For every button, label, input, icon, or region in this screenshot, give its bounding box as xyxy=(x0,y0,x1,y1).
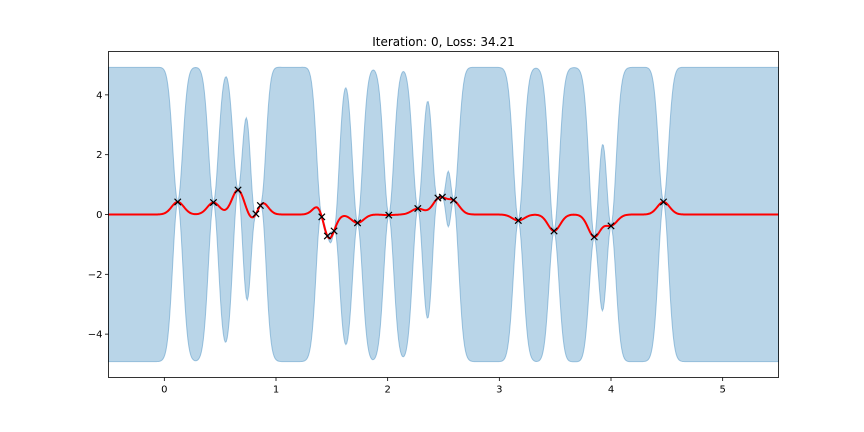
observation-marker xyxy=(209,198,218,207)
y-tick-label: 0 xyxy=(96,210,102,221)
observation-marker xyxy=(256,201,264,210)
x-tick-label: 1 xyxy=(273,385,279,396)
y-tick-label: 2 xyxy=(96,150,102,161)
observation-marker xyxy=(330,227,338,235)
y-tick-label: −4 xyxy=(88,330,103,341)
observation-marker xyxy=(174,198,182,206)
observation-marker xyxy=(550,227,558,235)
y-axis: −4 −2 0 2 4 xyxy=(88,90,109,341)
x-axis: 0 1 2 3 4 5 xyxy=(161,377,726,396)
observation-marker xyxy=(323,232,331,240)
observation-marker xyxy=(318,213,326,221)
x-tick-label: 5 xyxy=(719,385,725,396)
chart-title: Iteration: 0, Loss: 34.21 xyxy=(372,35,515,49)
axes-frame xyxy=(108,51,779,378)
x-tick-label: 3 xyxy=(496,385,502,396)
observation-marker xyxy=(438,193,447,201)
observation-marker xyxy=(414,204,422,213)
observation-marker xyxy=(234,186,242,194)
observation-marker xyxy=(353,219,362,227)
observation-marker xyxy=(385,211,393,219)
plot-area xyxy=(108,66,779,363)
observation-marker xyxy=(449,196,458,204)
observation-marker xyxy=(607,222,615,230)
y-tick-label: −2 xyxy=(88,270,103,281)
x-tick-label: 2 xyxy=(384,385,390,396)
observation-marker xyxy=(659,198,668,206)
observation-marker xyxy=(252,210,260,218)
x-tick-label: 4 xyxy=(608,385,614,396)
y-tick-label: 4 xyxy=(96,90,102,101)
x-tick-label: 0 xyxy=(161,385,167,396)
observation-marker xyxy=(590,233,598,241)
observation-marker xyxy=(514,216,522,225)
